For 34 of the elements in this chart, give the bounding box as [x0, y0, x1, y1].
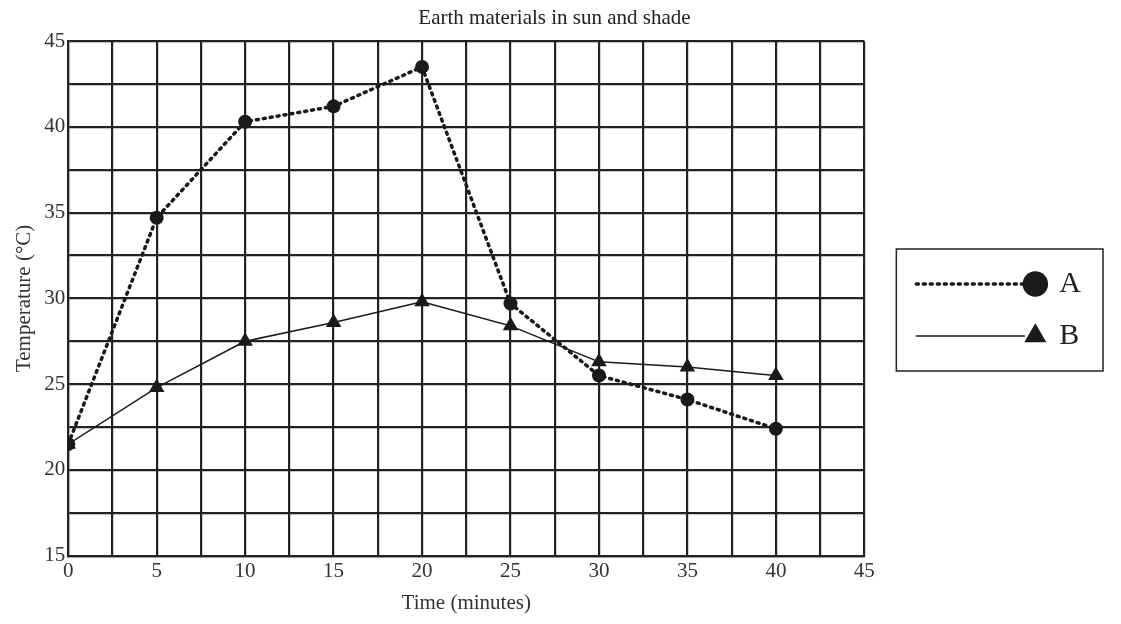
point: [326, 99, 341, 114]
x-tick-label: 15: [323, 557, 345, 582]
y-tick-label: 20: [44, 456, 66, 481]
y-tick-label: 25: [44, 370, 66, 395]
x-tick-label: 40: [765, 557, 787, 582]
y-tick-label: 40: [44, 113, 66, 138]
x-tick-label: 20: [411, 557, 433, 582]
point: [768, 366, 784, 381]
point: [238, 114, 253, 129]
x-tick-label: 45: [853, 557, 875, 582]
x-axis-title: Time (minutes): [401, 589, 531, 614]
point: [149, 210, 164, 225]
point: [325, 313, 342, 327]
point: [237, 332, 253, 346]
y-tick-label: 35: [44, 199, 66, 224]
legend-label: B: [1059, 316, 1080, 350]
point: [591, 368, 606, 383]
x-tick-label: 35: [676, 557, 698, 582]
y-tick-label: 45: [44, 27, 66, 52]
y-tick-label: 30: [44, 284, 66, 309]
point: [591, 352, 607, 367]
point: [503, 296, 518, 311]
x-tick-label: 30: [588, 557, 610, 582]
legend-label: A: [1059, 264, 1082, 298]
point: [502, 316, 519, 331]
x-tick-label: 5: [151, 557, 162, 582]
point: [414, 292, 430, 307]
x-tick-label: 10: [234, 557, 256, 582]
y-axis-title: Temperature (°C): [11, 224, 36, 373]
point: [679, 357, 696, 372]
point: [148, 378, 165, 393]
point: [415, 59, 430, 74]
x-tick-label: 25: [500, 557, 521, 582]
chart-title: Earth materials in sun and shade: [418, 5, 691, 30]
